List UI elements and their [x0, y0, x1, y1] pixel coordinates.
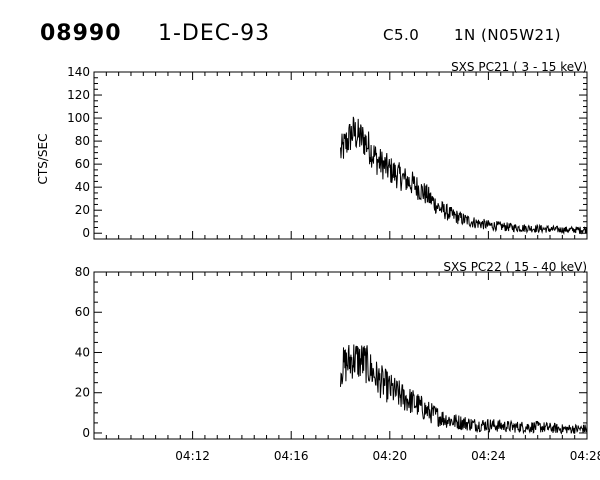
y-tick-label: 60 — [75, 305, 90, 319]
y-tick-label: 0 — [82, 226, 90, 240]
plot-title-pc21: SXS PC21 ( 3 - 15 keV) — [451, 60, 587, 74]
x-tick-label: 04:12 — [175, 449, 210, 463]
y-tick-label: 80 — [75, 265, 90, 279]
flare-class: C5.0 — [383, 26, 419, 44]
panel-pc21: SXS PC21 ( 3 - 15 keV) CTS/SEC 0 20 40 60 80… — [36, 60, 588, 240]
series-line — [340, 116, 588, 235]
event-date: 1-DEC-93 — [158, 21, 270, 46]
plot-frame — [93, 271, 588, 440]
x-tick-label: 04:24 — [471, 449, 506, 463]
y-tick-label: 120 — [67, 88, 90, 102]
x-tick-label: 04:20 — [373, 449, 408, 463]
y-tick-label: 20 — [75, 203, 90, 217]
y-tick-label: 100 — [67, 111, 90, 125]
y-tick-label: 0 — [82, 426, 90, 440]
y-tick-label: 60 — [75, 157, 90, 171]
panel-pc22: SXS PC22 ( 15 - 40 keV) 0 20 40 60 80 04:12 04… — [75, 260, 600, 463]
event-id: 08990 — [40, 21, 122, 46]
x-tick-label: 04:28 — [570, 449, 600, 463]
y-tick-label: 20 — [75, 386, 90, 400]
y-tick-label: 40 — [75, 345, 90, 359]
y-tick-label: 80 — [75, 134, 90, 148]
series-line — [340, 344, 588, 435]
x-tick-label: 04:16 — [274, 449, 309, 463]
y-tick-label: 140 — [67, 65, 90, 79]
y-tick-label: 40 — [75, 180, 90, 194]
plot-title-pc22: SXS PC22 ( 15 - 40 keV) — [443, 260, 587, 274]
optical-location: 1N (N05W21) — [454, 26, 561, 44]
y-axis-title: CTS/SEC — [36, 134, 50, 185]
